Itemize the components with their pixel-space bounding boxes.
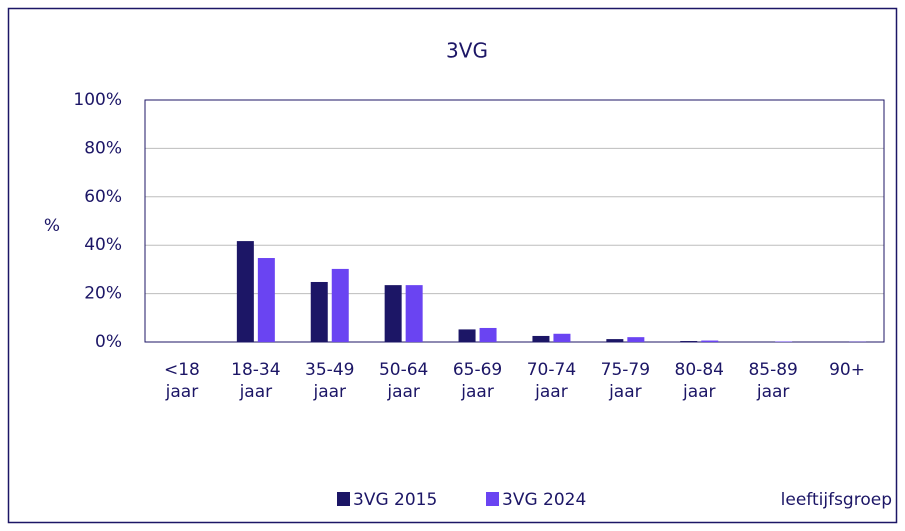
- bar: [257, 258, 275, 342]
- bar: [701, 340, 719, 342]
- y-axis-label: %: [44, 216, 60, 236]
- bar: [331, 268, 349, 342]
- x-tick-label: 65-69 jaar: [452, 360, 503, 402]
- bar: [405, 285, 423, 342]
- x-tick-label: 85-89 jaar: [748, 360, 798, 402]
- bar: [236, 241, 254, 342]
- bar: [384, 285, 402, 342]
- x-tick-label: 70-74 jaar: [526, 360, 577, 402]
- legend-swatch: [337, 492, 350, 506]
- x-tick-label: 75-79 jaar: [600, 360, 651, 402]
- bar: [479, 327, 497, 342]
- y-tick-label: 100%: [73, 90, 122, 110]
- x-tick-label: 35-49 jaar: [305, 360, 355, 402]
- legend-swatch: [486, 492, 499, 506]
- bar: [532, 335, 550, 342]
- y-tick-label: 0%: [95, 332, 122, 352]
- y-tick-label: 40%: [84, 235, 122, 255]
- legend-label: 3VG 2015: [353, 490, 437, 510]
- bar: [606, 339, 624, 342]
- bar: [553, 333, 571, 342]
- x-tick-label: <18 jaar: [163, 360, 200, 402]
- bar: [680, 341, 698, 342]
- x-tick-label: 18-34 jaar: [231, 360, 281, 402]
- x-tick-label: 50-64 jaar: [378, 360, 429, 402]
- frame: [7, 7, 898, 524]
- x-axis-label: leeftijfsgroep: [781, 490, 892, 510]
- bar: [310, 281, 328, 342]
- bar: [627, 337, 645, 342]
- y-tick-label: 20%: [84, 284, 122, 304]
- x-tick-label: 80-84 jaar: [674, 360, 724, 402]
- x-tick-label: 90+: [829, 360, 865, 380]
- bar: [458, 329, 476, 342]
- chart-title: 3VG: [446, 39, 488, 63]
- y-tick-label: 80%: [84, 138, 122, 158]
- y-tick-label: 60%: [84, 187, 122, 207]
- legend-label: 3VG 2024: [502, 490, 586, 510]
- plot-border: [144, 99, 885, 343]
